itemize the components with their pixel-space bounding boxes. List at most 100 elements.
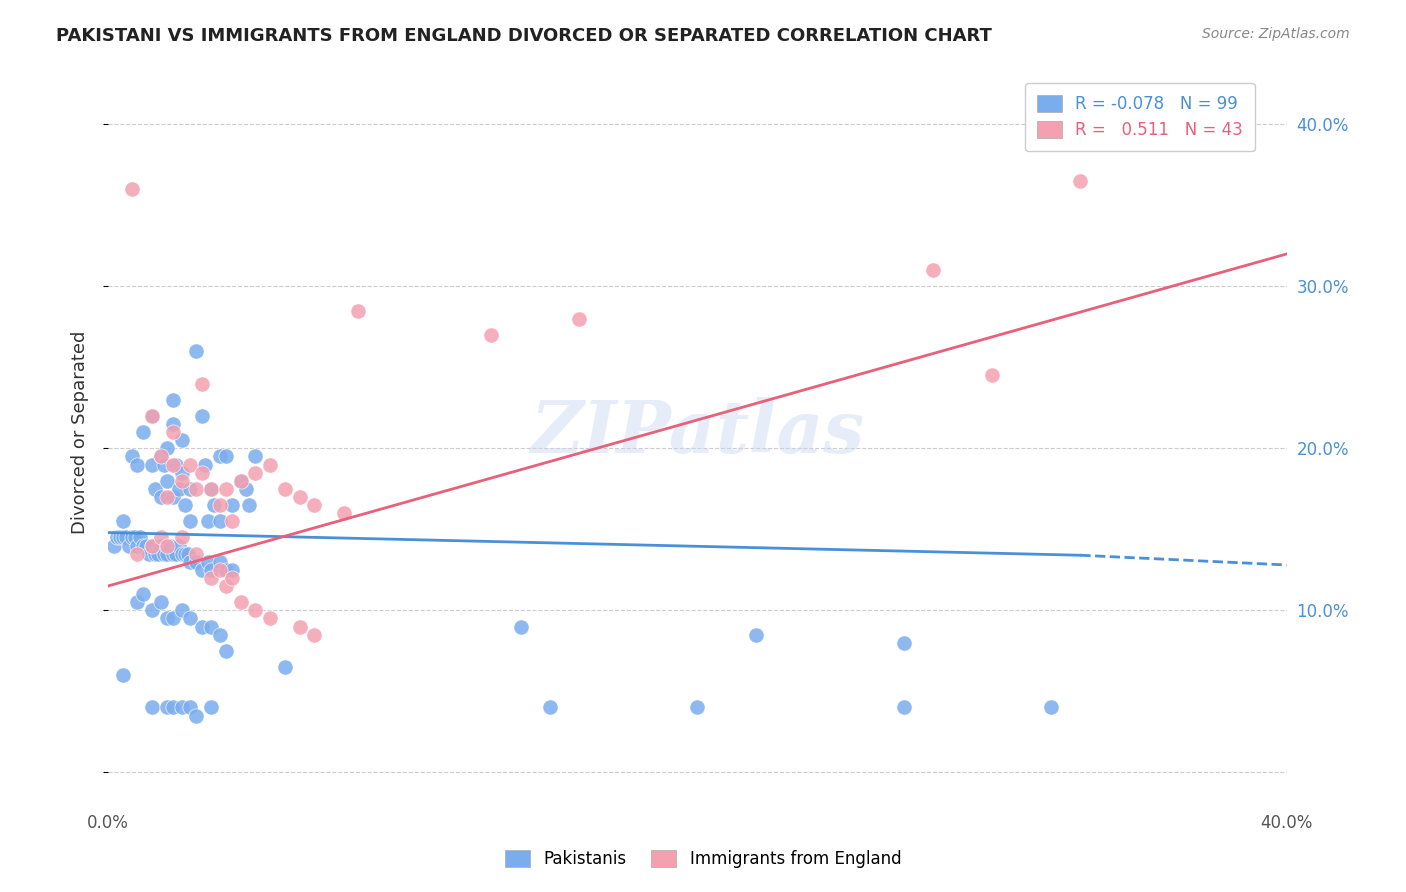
Point [893,636,915,650]
Point [221,563,243,577]
Point [162,490,184,504]
Point [165,547,187,561]
Point [332,506,354,520]
Point [208,555,231,569]
Point [479,328,502,343]
Point [162,425,184,439]
Point [153,458,176,472]
Point [221,514,243,528]
Point [186,344,208,359]
Point [259,458,281,472]
Point [141,458,163,472]
Point [156,474,179,488]
Point [200,700,222,714]
Point [127,595,149,609]
Point [229,474,252,488]
Point [132,425,155,439]
Point [221,571,243,585]
Point [156,547,179,561]
Point [121,450,143,464]
Point [170,434,193,448]
Point [167,482,190,496]
Point [200,619,222,633]
Point [150,530,173,544]
Point [197,514,219,528]
Point [191,409,214,423]
Point [124,530,146,544]
Point [229,595,252,609]
Point [170,700,193,714]
Point [167,539,190,553]
Legend: R = -0.078   N = 99, R =   0.511   N = 43: R = -0.078 N = 99, R = 0.511 N = 43 [1025,83,1254,151]
Point [208,514,231,528]
Y-axis label: Divorced or Separated: Divorced or Separated [72,330,89,533]
Point [245,450,267,464]
Point [215,644,238,658]
Point [127,539,149,553]
Point [114,530,136,544]
Point [208,563,231,577]
Point [162,458,184,472]
Point [1039,700,1062,714]
Point [191,376,214,391]
Point [186,555,208,569]
Point [179,611,201,625]
Point [162,417,184,431]
Point [304,627,326,641]
Point [121,182,143,196]
Point [179,514,201,528]
Text: PAKISTANI VS IMMIGRANTS FROM ENGLAND DIVORCED OR SEPARATED CORRELATION CHART: PAKISTANI VS IMMIGRANTS FROM ENGLAND DIV… [56,27,993,45]
Point [135,539,157,553]
Point [200,482,222,496]
Point [143,547,166,561]
Point [200,563,222,577]
Point [156,700,179,714]
Point [274,482,297,496]
Point [191,619,214,633]
Point [304,498,326,512]
Point [156,539,179,553]
Point [229,474,252,488]
Point [179,458,201,472]
Text: ZIPatlas: ZIPatlas [530,397,865,467]
Point [111,514,134,528]
Point [129,530,152,544]
Point [893,700,915,714]
Legend: Pakistanis, Immigrants from England: Pakistanis, Immigrants from England [498,843,908,875]
Point [173,498,195,512]
Point [170,603,193,617]
Point [111,530,134,544]
Point [215,482,238,496]
Point [150,595,173,609]
Point [156,490,179,504]
Point [141,539,163,553]
Point [200,482,222,496]
Point [568,311,591,326]
Point [170,466,193,480]
Point [221,498,243,512]
Point [170,474,193,488]
Point [141,700,163,714]
Point [170,530,193,544]
Point [215,579,238,593]
Point [121,530,143,544]
Point [150,450,173,464]
Point [111,668,134,682]
Point [141,539,163,553]
Point [117,539,139,553]
Point [922,263,945,277]
Point [202,498,225,512]
Point [162,547,184,561]
Point [347,303,370,318]
Point [235,482,257,496]
Point [186,708,208,723]
Point [150,539,173,553]
Point [162,392,184,407]
Point [162,611,184,625]
Point [288,619,311,633]
Point [208,627,231,641]
Point [191,466,214,480]
Point [141,603,163,617]
Point [132,587,155,601]
Point [686,700,709,714]
